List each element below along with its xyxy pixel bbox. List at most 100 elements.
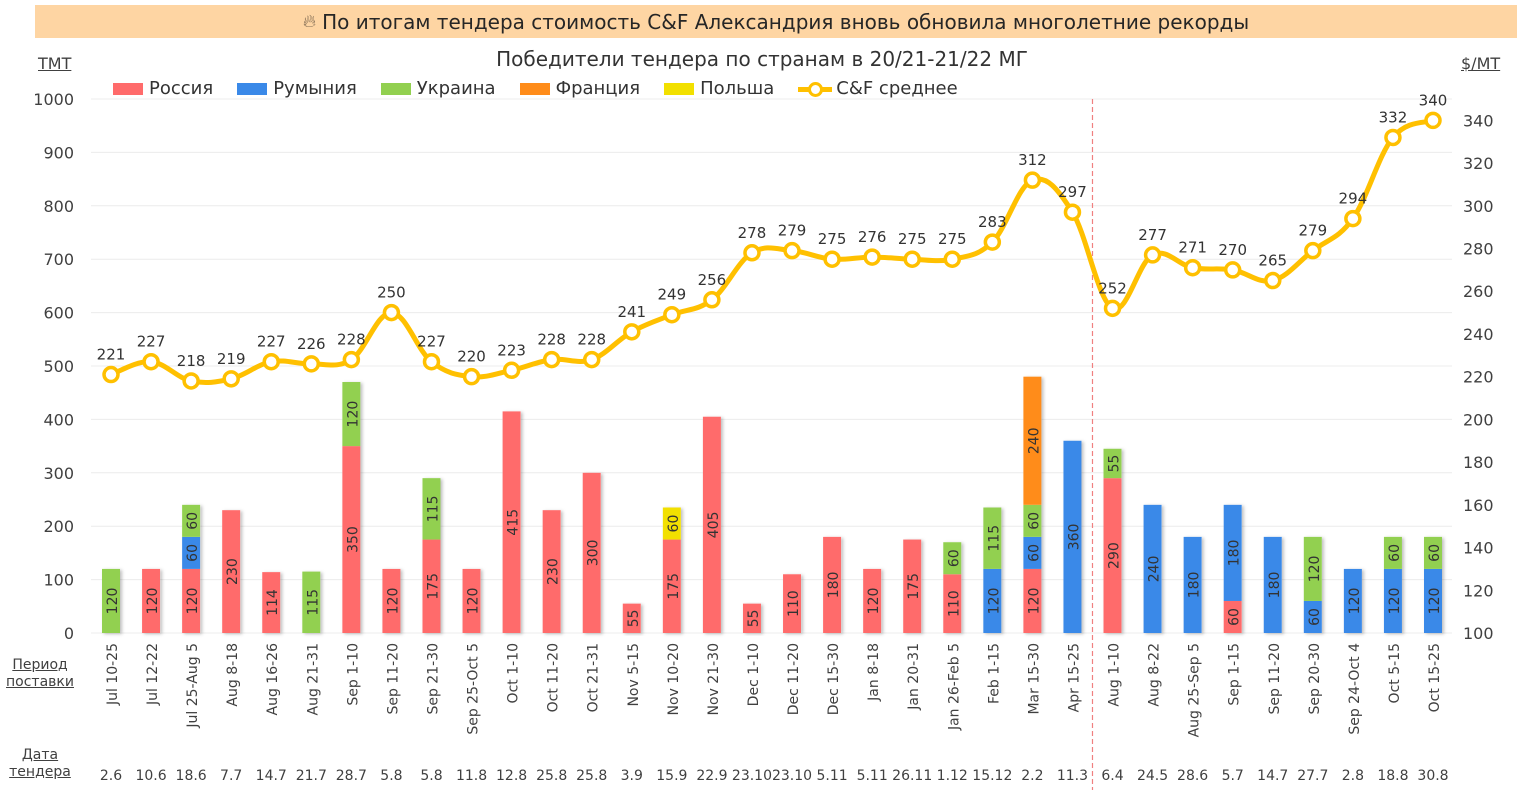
bar-stack: 120 (102, 568, 121, 633)
period-label: Mar 15-30 (1026, 643, 1042, 715)
bar-value-label: 120 (185, 588, 201, 615)
bar-stack: 175 (903, 539, 922, 633)
legend-item-france: Франция (519, 78, 640, 99)
bar-segment-russia (1223, 600, 1242, 633)
gridlines (91, 98, 1452, 634)
bar-segment-russia (943, 574, 962, 633)
right-tick-label: 300 (1463, 197, 1494, 216)
bar-segment-ukraine (1303, 536, 1322, 601)
cf-average-value-label: 220 (457, 348, 486, 366)
tender-date-labels: 2.6 10.6 18.6 7.7 14.7 21.7 28.7 5.8 5.8 11.8 12.8… (100, 768, 1449, 784)
tender-date: 5.8 (380, 768, 402, 784)
bar-stack: 230 (542, 510, 562, 633)
tender-date: 26.11 (892, 768, 932, 784)
bar-value-label: 350 (345, 526, 361, 553)
bar-segment-russia (262, 572, 281, 633)
bar-segment-romania (1023, 536, 1042, 569)
bar-segment-romania (1303, 600, 1322, 633)
cf-average-point (222, 370, 240, 388)
bar-value-label: 120 (345, 401, 361, 428)
cf-average-value-label: 279 (1298, 222, 1327, 240)
bar-value-label: 120 (105, 588, 121, 615)
cf-average-point (703, 291, 721, 309)
bar-segment-russia (142, 568, 161, 633)
tender-date: 5.11 (817, 768, 848, 784)
bar-segment-russia (502, 411, 521, 633)
legend-item-ukraine: Украина (380, 78, 496, 99)
bar-value-label: 120 (1026, 588, 1042, 615)
left-tick-label: 0 (64, 624, 74, 643)
tender-date-label-line-2: тендера (9, 764, 71, 780)
bar-segment-poland (662, 507, 681, 540)
bar-segment-russia (1103, 478, 1122, 633)
bar-segment-france (1023, 376, 1042, 505)
tender-date-row-label: Дата тендера (2, 747, 78, 781)
bar-stack: 180 (823, 536, 842, 633)
period-label: Aug 16-26 (265, 643, 281, 716)
period-label: Oct 1-10 (506, 643, 522, 703)
bar-segment-russia (622, 603, 641, 633)
bar-segment-ukraine (422, 478, 441, 540)
headline-banner: 🔥︎ По итогам тендера стоимость C&F Алекс… (35, 5, 1517, 38)
bar-value-label: 230 (225, 558, 241, 585)
bar-segment-romania (1343, 568, 1362, 633)
tender-date: 22.9 (696, 768, 727, 784)
tender-date: 7.7 (220, 768, 242, 784)
cf-average-point (1023, 171, 1042, 189)
cf-average-point (582, 350, 601, 369)
bar-segment-ukraine (1424, 536, 1442, 569)
period-label: Dec 11-20 (786, 643, 802, 715)
tender-date: 28.6 (1177, 768, 1208, 784)
cf-average-value-label: 270 (1218, 241, 1247, 259)
cf-average-point (663, 305, 681, 324)
legend-item-romania: Румыния (237, 78, 357, 99)
right-tick-label: 340 (1463, 111, 1494, 130)
bar-stack: 240 (1143, 504, 1163, 633)
cf-average-point (783, 241, 801, 260)
cf-average-point (102, 365, 120, 384)
tender-date: 3.9 (621, 768, 643, 784)
bar-segment-romania (182, 536, 201, 569)
cf-average-point (943, 250, 962, 268)
bar-stack: 60 120 (1303, 536, 1323, 633)
bar-value-label: 60 (946, 549, 962, 567)
bar-value-label: 120 (385, 588, 401, 615)
cf-average-value-label: 228 (337, 331, 366, 349)
tender-date: 12.8 (496, 768, 527, 784)
tender-date: 27.7 (1297, 768, 1328, 784)
period-label: Jan 26-Feb 5 (946, 643, 962, 731)
bar-stack: 120 60 (1424, 536, 1443, 633)
legend-swatch-russia (113, 82, 143, 95)
bar-value-label: 360 (1066, 524, 1082, 551)
cf-average-value-label: 219 (217, 350, 246, 368)
bar-segment-ukraine (1023, 504, 1042, 537)
cf-average-point (262, 352, 280, 371)
tender-date: 23.10 (732, 768, 772, 784)
bar-stack: 230 (222, 510, 241, 633)
period-label: Aug 25-Sep 5 (1187, 643, 1203, 737)
cf-average-value-label: 271 (1178, 239, 1207, 257)
tender-date: 6.4 (1101, 768, 1123, 784)
bar-segment-russia (542, 510, 561, 633)
bar-segment-russia (783, 574, 802, 633)
bar-value-label: 180 (1187, 572, 1203, 599)
bar-stack: 290 55 (1103, 448, 1123, 633)
legend-label-cf-average: C&F среднее (836, 78, 958, 99)
bar-segment-russia (702, 416, 721, 633)
right-tick-label: 220 (1463, 368, 1494, 387)
bar-stack: 120 (1343, 568, 1363, 633)
tender-date: 10.6 (135, 768, 166, 784)
tender-date: 25.8 (576, 768, 607, 784)
cf-average-point (1103, 299, 1122, 318)
cf-average-point (1304, 241, 1322, 260)
bar-value-label: 180 (826, 572, 842, 599)
cf-average-value-label: 265 (1258, 252, 1287, 270)
bar-value-label: 114 (265, 589, 281, 616)
right-tick-label: 160 (1463, 496, 1494, 515)
tender-date: 28.7 (336, 768, 367, 784)
cf-average-value-label: 275 (898, 230, 927, 248)
cf-average-point (422, 352, 441, 371)
cf-average-value-label: 227 (417, 333, 446, 351)
bar-stack: 405 (702, 416, 722, 633)
cf-average-value-label: 252 (1098, 279, 1127, 297)
